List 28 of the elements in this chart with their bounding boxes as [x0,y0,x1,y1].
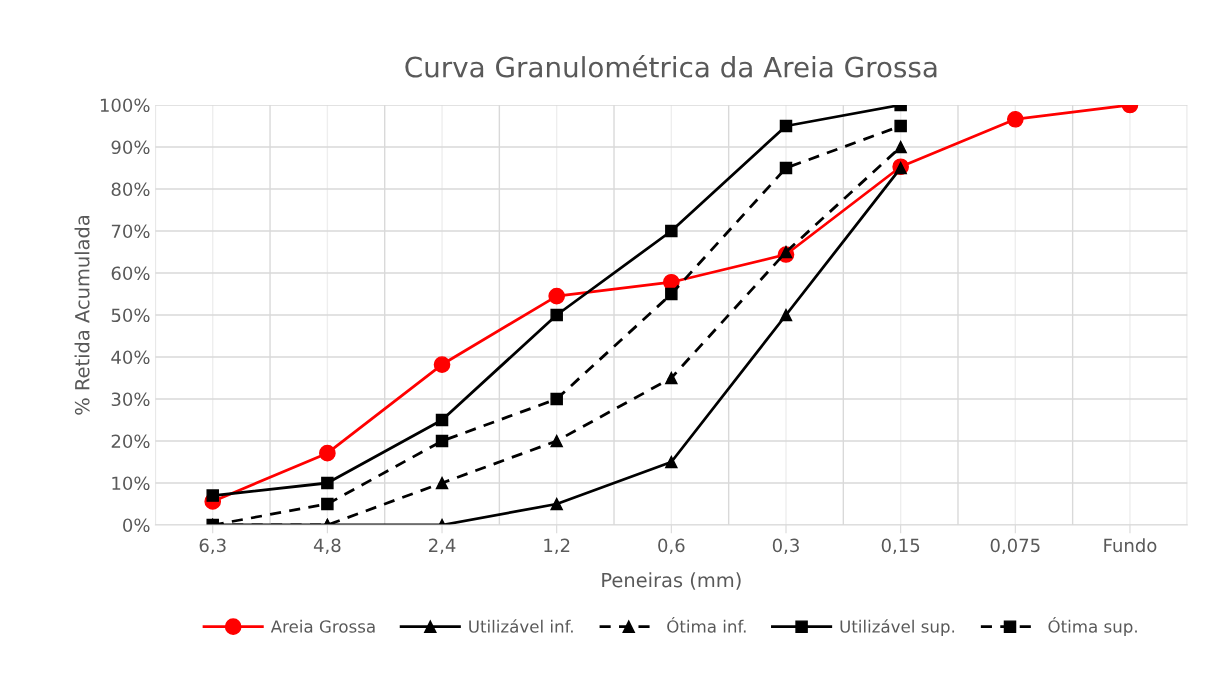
x-tick-label: 6,3 [199,538,226,555]
y-tick-label: 30% [111,392,150,407]
x-tick-label: 0,15 [881,538,920,555]
legend-label: Utilizável sup. [840,619,955,636]
y-tick-label: 10% [112,476,150,491]
legend-label: Areia Grossa [270,619,375,633]
y-tick-label: 20% [111,434,150,449]
y-tick-label: 90% [111,140,150,155]
y-tick-label: 100% [100,98,150,113]
legend-label: Ótima inf. [667,617,746,633]
y-tick-label: 40% [111,350,150,365]
legend-label: Ótima sup. [1048,617,1137,636]
y-tick-label: 0% [123,518,150,533]
x-tick-label: 2,4 [429,538,456,555]
x-tick-label: 0,3 [772,538,799,555]
y-axis-title: % Retida Acumulada [74,216,90,415]
x-tick-label: 0,6 [658,538,685,555]
y-tick-label: 70% [111,224,150,239]
x-tick-label: Fundo [1104,538,1157,553]
x-tick-label: 0,075 [990,538,1040,555]
chart-title: Curva Granulométrica da Areia Grossa [405,55,937,78]
x-axis-title: Peneiras (mm) [602,572,741,590]
y-tick-label: 80% [111,182,150,197]
x-tick-label: 1,2 [544,538,570,555]
legend-label: Utilizável inf. [469,619,573,633]
x-tick-label: 4,8 [313,538,341,555]
y-tick-label: 60% [111,266,150,281]
y-tick-label: 50% [111,308,150,323]
